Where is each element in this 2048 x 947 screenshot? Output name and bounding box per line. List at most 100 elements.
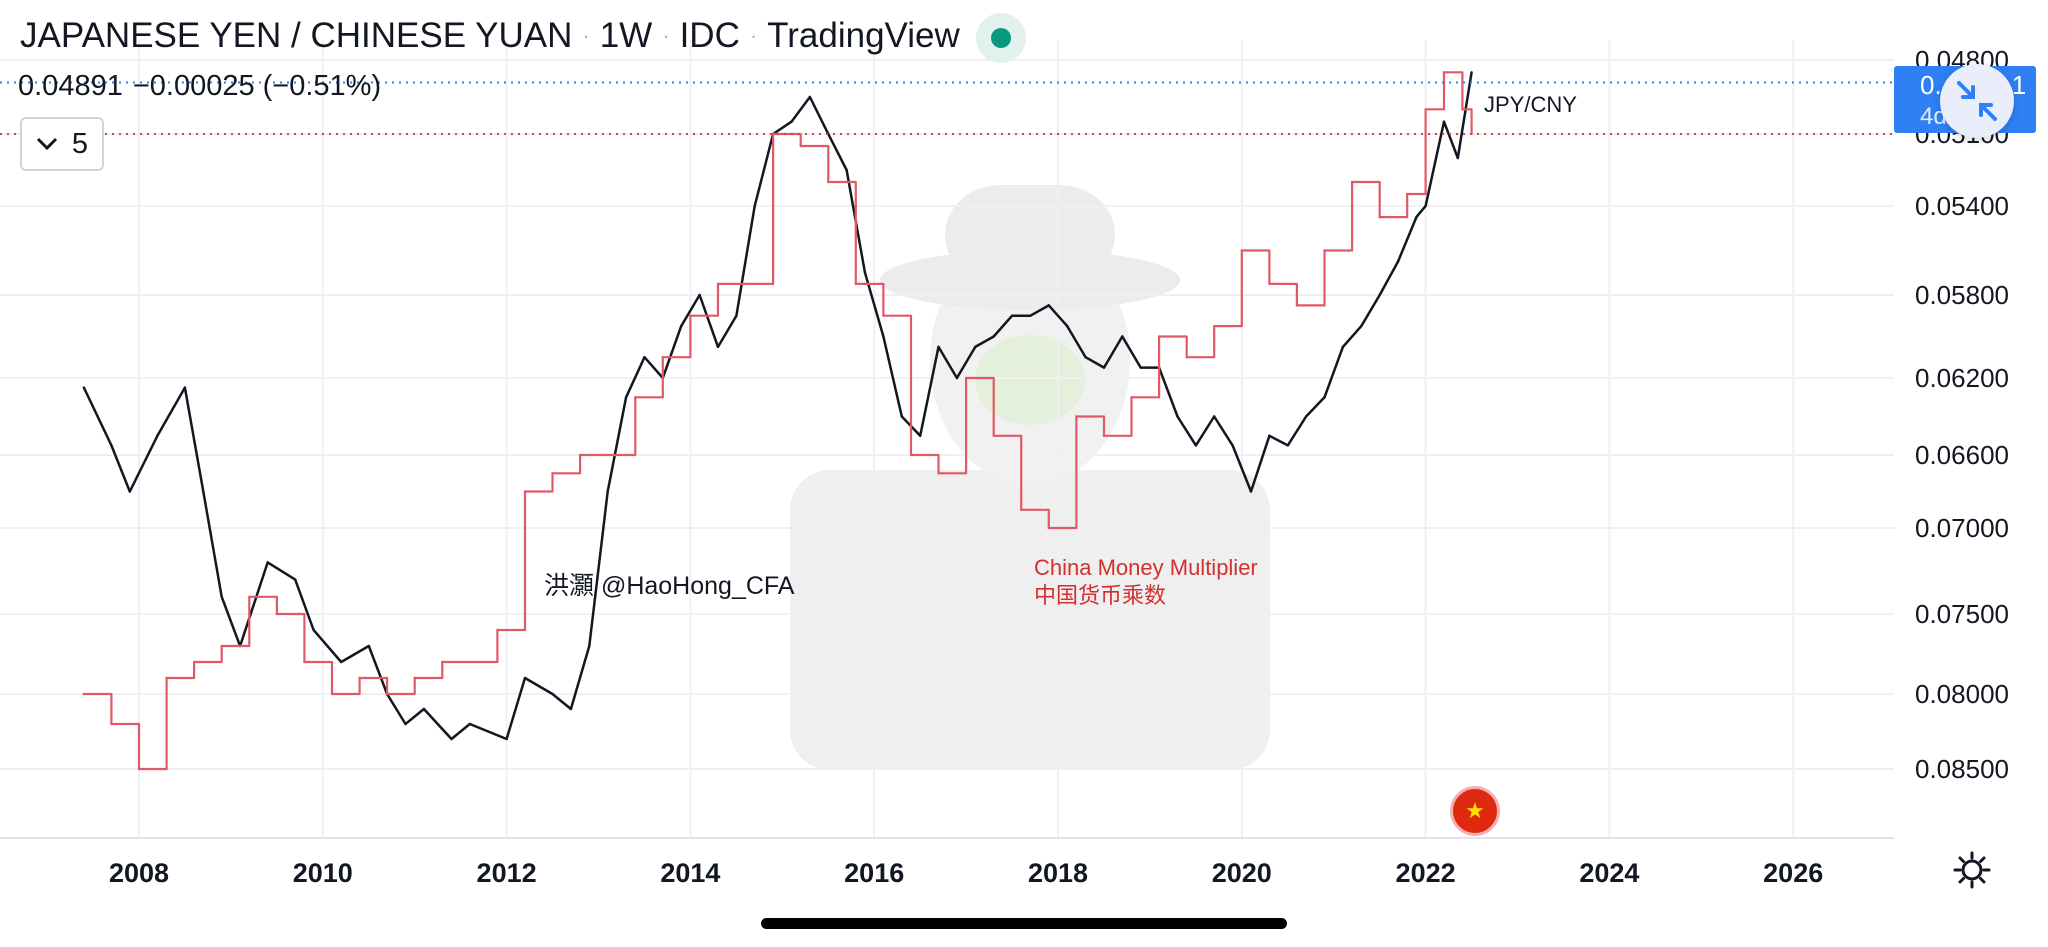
data-point xyxy=(1139,366,1142,369)
data-point xyxy=(882,314,885,317)
data-point xyxy=(1047,304,1051,307)
price-change: −0.00025 (−0.51%) xyxy=(132,70,382,102)
exchange: IDC xyxy=(679,16,740,55)
y-tick-label: 0.07000 xyxy=(1915,513,2009,543)
data-point xyxy=(992,434,995,437)
data-point xyxy=(468,660,472,664)
symbol-header[interactable]: JAPANESE YEN / CHINESE YUAN · 1W · IDC ·… xyxy=(20,16,960,56)
data-point xyxy=(1176,415,1179,418)
data-point xyxy=(680,324,683,328)
data-point xyxy=(1304,415,1308,418)
x-tick-label: 2010 xyxy=(293,858,353,888)
data-point xyxy=(1360,324,1363,328)
data-point xyxy=(698,293,701,297)
watermark-figure xyxy=(790,185,1270,770)
interval[interactable]: 1W xyxy=(599,16,653,55)
data-point xyxy=(551,472,554,475)
data-point xyxy=(799,144,802,148)
data-point xyxy=(385,692,389,696)
data-point xyxy=(294,578,297,581)
data-point xyxy=(202,490,205,493)
data-point xyxy=(900,415,903,418)
settings-gear-icon[interactable] xyxy=(1952,850,1992,890)
separator-dot: · xyxy=(582,23,590,48)
data-point xyxy=(1378,293,1381,297)
data-point xyxy=(523,676,527,680)
data-point xyxy=(1350,180,1354,184)
badge-price-tail: 1 xyxy=(2011,70,2027,100)
chart-grid xyxy=(0,40,1894,838)
indicator-count: 5 xyxy=(71,127,89,160)
data-point xyxy=(82,692,86,696)
data-point xyxy=(1424,204,1427,208)
data-point xyxy=(1396,260,1400,263)
data-point xyxy=(634,396,637,399)
data-point xyxy=(624,396,628,399)
y-tick-label: 0.08500 xyxy=(1915,754,2009,784)
home-indicator[interactable] xyxy=(761,918,1287,929)
data-point xyxy=(551,692,554,696)
data-point xyxy=(1213,415,1216,418)
data-point xyxy=(422,707,426,711)
data-point xyxy=(1020,508,1023,511)
watermark-apple xyxy=(975,335,1085,425)
data-point xyxy=(450,737,453,741)
axes-layer: 0.048000.051000.054000.058000.062000.066… xyxy=(0,45,2009,888)
data-point xyxy=(1185,356,1188,359)
symbol-name[interactable]: JAPANESE YEN / CHINESE YUAN xyxy=(20,16,573,55)
data-point xyxy=(1378,215,1381,219)
data-point xyxy=(588,644,591,648)
data-point xyxy=(1295,304,1299,307)
last-price: 0.04891 xyxy=(18,70,123,102)
data-point xyxy=(1470,71,1473,74)
overlay-series-label: China Money Multiplier 中国货币乘数 xyxy=(1034,554,1258,610)
data-point xyxy=(578,453,582,457)
data-point xyxy=(735,314,738,317)
data-point xyxy=(1065,324,1069,328)
data-point xyxy=(643,356,646,359)
data-point xyxy=(312,628,315,632)
china-flag-icon[interactable]: ★ xyxy=(1450,786,1500,836)
data-point xyxy=(827,180,830,184)
indicators-toggle-button[interactable]: 5 xyxy=(20,117,104,171)
data-point xyxy=(1341,345,1345,349)
data-point xyxy=(1157,335,1161,338)
data-point xyxy=(1010,314,1014,317)
data-point xyxy=(404,722,407,726)
series-line-money-multiplier xyxy=(83,71,1473,771)
watermark-body xyxy=(790,470,1270,770)
data-point xyxy=(790,120,793,123)
data-point xyxy=(1268,434,1271,437)
market-status-icon[interactable] xyxy=(976,13,1026,63)
data-point xyxy=(1075,415,1078,418)
separator-dot: · xyxy=(749,23,758,48)
data-point xyxy=(192,660,196,664)
data-point xyxy=(955,376,959,380)
collapse-fullscreen-button[interactable] xyxy=(1940,64,2014,138)
y-tick-label: 0.08000 xyxy=(1915,679,2009,709)
data-point xyxy=(937,472,940,475)
data-point xyxy=(1231,444,1234,447)
data-point xyxy=(165,676,168,680)
data-point xyxy=(1286,444,1289,447)
data-point xyxy=(1323,396,1326,399)
watermark-hat xyxy=(945,185,1115,285)
overlay-label-en: China Money Multiplier xyxy=(1034,555,1258,580)
data-point xyxy=(1102,366,1106,369)
data-point xyxy=(569,707,573,711)
data-point xyxy=(1406,192,1409,196)
x-tick-label: 2026 xyxy=(1763,858,1823,888)
data-point xyxy=(266,561,269,564)
data-point xyxy=(1442,71,1446,74)
data-point xyxy=(964,376,968,380)
data-point xyxy=(992,335,995,338)
y-tick-label: 0.06600 xyxy=(1915,440,2009,470)
data-point xyxy=(937,345,940,349)
data-point xyxy=(413,676,416,680)
data-point xyxy=(1424,108,1427,111)
data-point xyxy=(1130,396,1133,399)
data-point xyxy=(1268,282,1271,286)
data-point xyxy=(863,271,867,274)
data-point xyxy=(441,660,444,664)
